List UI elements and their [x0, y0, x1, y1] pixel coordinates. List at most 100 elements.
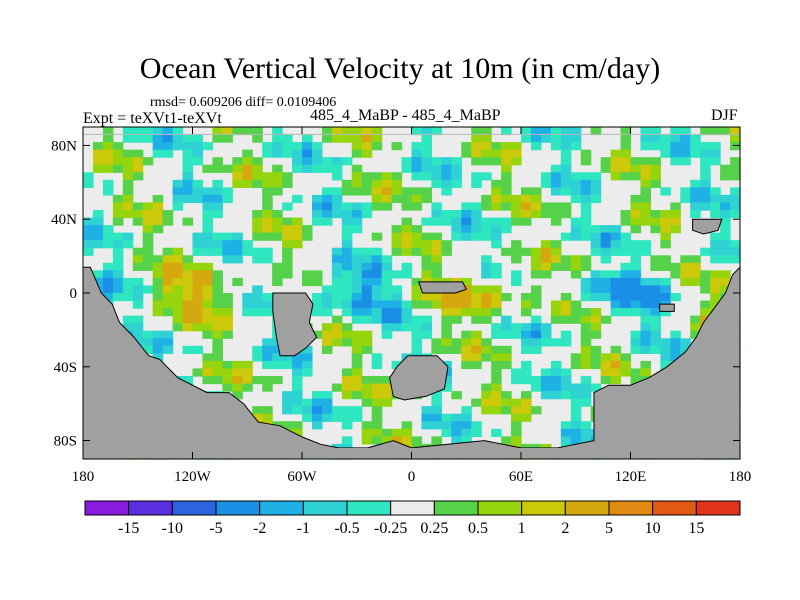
- field-cell: [371, 376, 383, 385]
- field-cell: [580, 293, 592, 302]
- field-cell: [152, 225, 164, 234]
- field-cell: [650, 127, 661, 136]
- field-cell: [441, 413, 452, 422]
- field-cell: [451, 217, 462, 226]
- field-cell: [152, 300, 164, 309]
- field-cell: [371, 413, 383, 422]
- center-label: 485_4_MaBP - 485_4_MaBP: [310, 107, 501, 124]
- field-cell: [132, 157, 144, 166]
- field-cell: [232, 383, 243, 392]
- field-cell: [511, 149, 522, 158]
- field-cell: [511, 368, 522, 377]
- field-cell: [232, 376, 243, 385]
- field-cell: [272, 187, 283, 196]
- field-cell: [351, 277, 363, 287]
- field-cell: [162, 217, 174, 226]
- field-cell: [142, 255, 154, 264]
- field-cell: [192, 308, 204, 317]
- field-cell: [83, 179, 94, 188]
- field-cell: [83, 240, 94, 249]
- field-cell: [720, 247, 731, 256]
- field-cell: [580, 330, 592, 339]
- field-cell: [272, 353, 283, 362]
- field-cell: [491, 308, 502, 317]
- field-cell: [491, 368, 502, 377]
- field-cell: [182, 293, 194, 302]
- field-cell: [321, 323, 333, 332]
- field-cell: [222, 308, 233, 317]
- field-cell: [451, 436, 462, 445]
- field-cell: [730, 255, 741, 264]
- field-cell: [660, 225, 671, 234]
- field-cell: [690, 134, 701, 143]
- field-cell: [511, 217, 522, 226]
- field-cell: [371, 232, 383, 241]
- field-cell: [670, 127, 681, 136]
- field-cell: [461, 345, 472, 354]
- field-cell: [610, 345, 622, 354]
- field-cell: [431, 157, 442, 166]
- field-cell: [570, 413, 582, 422]
- field-cell: [381, 187, 393, 196]
- field-cell: [441, 421, 452, 430]
- field-cell: [162, 210, 174, 219]
- field-cell: [590, 232, 602, 241]
- field-cell: [331, 157, 343, 166]
- field-cell: [92, 164, 104, 173]
- field-cell: [501, 398, 512, 407]
- field-cell: [112, 164, 124, 173]
- field-cell: [411, 127, 423, 136]
- field-cell: [530, 345, 542, 354]
- field-cell: [461, 308, 472, 317]
- field-cell: [351, 270, 363, 279]
- field-cell: [311, 210, 323, 219]
- field-cell: [610, 247, 622, 256]
- field-cell: [441, 300, 452, 309]
- field-cell: [471, 398, 482, 407]
- field-cell: [650, 345, 661, 354]
- field-cell: [501, 345, 512, 354]
- field-cell: [351, 247, 363, 256]
- field-cell: [640, 360, 652, 370]
- field-cell: [461, 413, 472, 422]
- field-cell: [172, 323, 184, 332]
- field-cell: [122, 149, 134, 158]
- field-cell: [321, 164, 333, 173]
- field-cell: [381, 308, 393, 317]
- field-cell: [351, 376, 363, 385]
- field-cell: [720, 210, 731, 219]
- field-cell: [491, 232, 502, 241]
- field-cell: [262, 308, 273, 317]
- field-cell: [431, 247, 442, 256]
- field-cell: [102, 225, 114, 234]
- field-cell: [182, 285, 194, 294]
- field-cell: [401, 217, 413, 226]
- field-cell: [162, 270, 174, 279]
- field-cell: [471, 308, 482, 317]
- field-cell: [521, 406, 532, 415]
- field-cell: [570, 262, 582, 271]
- field-cell: [192, 262, 204, 271]
- field-cell: [471, 300, 482, 309]
- field-cell: [371, 172, 383, 181]
- field-cell: [610, 232, 622, 241]
- field-cell: [570, 300, 582, 309]
- field-cell: [481, 127, 492, 136]
- field-cell: [660, 187, 671, 196]
- field-cell: [361, 398, 373, 407]
- field-cell: [640, 285, 652, 294]
- field-cell: [411, 149, 423, 158]
- field-cell: [560, 149, 572, 158]
- field-cell: [421, 247, 433, 256]
- field-cell: [471, 142, 482, 151]
- field-cell: [242, 127, 253, 136]
- field-cell: [491, 285, 502, 294]
- field-cell: [501, 225, 512, 234]
- field-cell: [302, 368, 313, 377]
- land-continent-arch: [418, 281, 468, 294]
- field-cell: [192, 285, 204, 294]
- field-cell: [570, 406, 582, 415]
- field-cell: [421, 172, 433, 181]
- field-cell: [640, 277, 652, 287]
- field-cell: [122, 172, 134, 181]
